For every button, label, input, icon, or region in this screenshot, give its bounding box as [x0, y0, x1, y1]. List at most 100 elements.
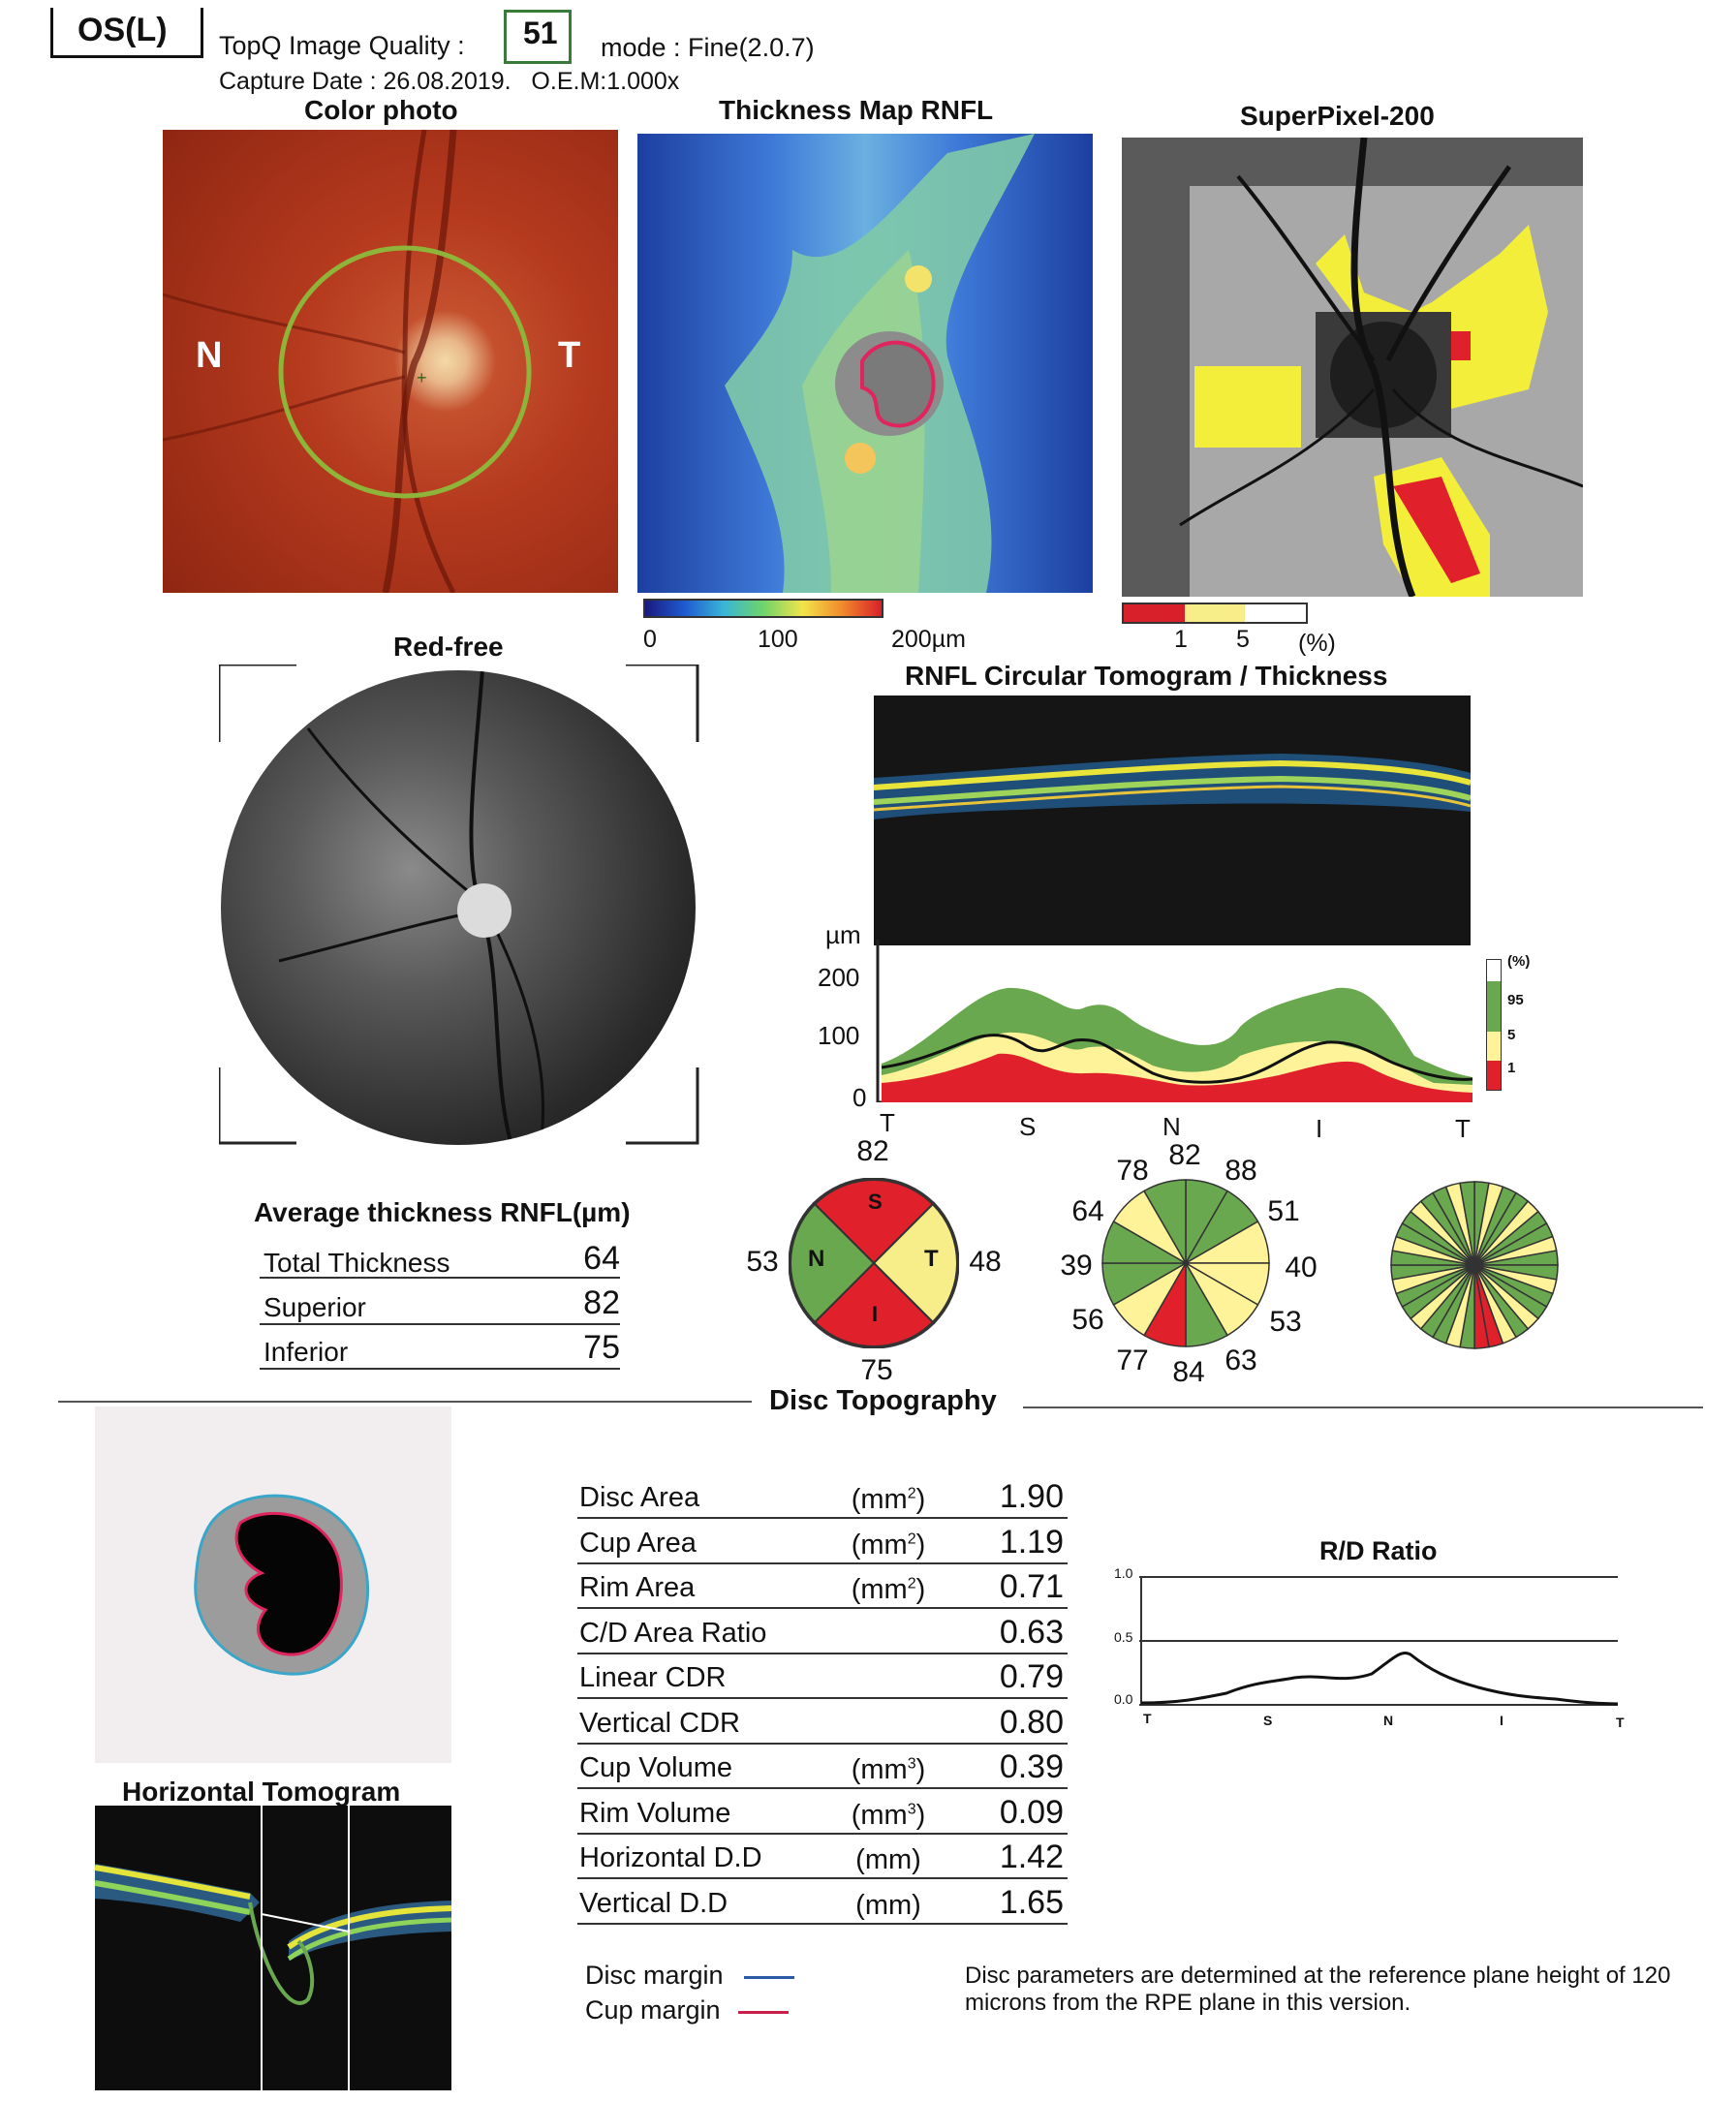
quadrant-right-value: 48	[969, 1246, 1002, 1278]
average-title: Average thickness RNFL(µm)	[254, 1197, 631, 1227]
clock-label: 39	[1060, 1250, 1093, 1282]
avg-total-value: 64	[583, 1240, 620, 1277]
mode-label: mode : Fine(2.0.7)	[601, 33, 815, 62]
eye-label-box	[50, 8, 203, 58]
disc-topography-title: Disc Topography	[769, 1385, 997, 1416]
avg-inferior-value: 75	[583, 1329, 620, 1366]
disc-param-label: Cup Area	[579, 1527, 697, 1559]
disc-param-label: Horizontal D.D	[579, 1842, 762, 1873]
disc-image	[95, 1406, 451, 1763]
red-free-image	[221, 670, 696, 1145]
rd-x-tick-n: N	[1383, 1713, 1394, 1728]
horizontal-tomogram	[95, 1806, 451, 2090]
disc-param-label: Vertical CDR	[579, 1707, 740, 1739]
disc-param-label: Vertical D.D	[579, 1887, 728, 1919]
clock-label: 40	[1285, 1252, 1318, 1283]
disc-param-value: 0.63	[999, 1613, 1064, 1651]
disc-margin-label: Disc margin	[585, 1961, 724, 1990]
superpixel-scale	[1122, 603, 1308, 624]
avg-superior-value: 82	[583, 1284, 620, 1321]
disc-param-value: 1.42	[999, 1839, 1064, 1875]
avg-superior-label: Superior	[264, 1292, 366, 1322]
clock-label: 88	[1224, 1155, 1257, 1187]
quadrant-i-label: I	[872, 1302, 879, 1326]
disc-param-unit: (mm2)	[851, 1484, 926, 1515]
disc-param-row-line	[577, 1787, 1068, 1789]
colorbar-tick-100: 100	[758, 626, 798, 653]
disc-param-label: C/D Area Ratio	[579, 1617, 767, 1649]
disc-param-row-line	[577, 1561, 1068, 1564]
chart-legend-5: 5	[1507, 1027, 1516, 1043]
chart-legend-1: 1	[1507, 1060, 1516, 1076]
disc-param-unit: (mm3)	[851, 1799, 926, 1831]
quadrant-chart	[789, 1178, 959, 1348]
quality-value: 51	[523, 15, 558, 50]
patient-line	[881, 1034, 1472, 1084]
chart-y-unit: µm	[825, 920, 861, 949]
disc-param-value: 0.79	[999, 1658, 1064, 1695]
chart-x-tick-s: S	[1019, 1112, 1037, 1141]
disc-param-row-line	[577, 1697, 1068, 1699]
superpixel-map	[1122, 138, 1583, 597]
clock-label: 63	[1224, 1345, 1257, 1376]
chart-x-tick-t: T	[880, 1108, 895, 1137]
nasal-marker: N	[196, 335, 223, 376]
chart-legend-95: 95	[1507, 992, 1524, 1008]
avg-total-label: Total Thickness	[264, 1248, 450, 1278]
disc-param-unit: (mm2)	[851, 1574, 926, 1605]
chart-x-tick-n: N	[1162, 1112, 1181, 1141]
clock-label: 56	[1071, 1304, 1104, 1336]
section-divider-left	[58, 1401, 752, 1403]
quadrant-n-label: N	[808, 1246, 825, 1272]
chart-x-tick-t2: T	[1455, 1114, 1471, 1143]
rd-x-tick-t: T	[1143, 1711, 1152, 1726]
superpixel-tick-1: 1	[1174, 626, 1188, 653]
cup-margin-label: Cup margin	[585, 1995, 721, 2025]
section-divider-right	[1023, 1406, 1703, 1408]
disc-param-value: 0.71	[999, 1568, 1064, 1605]
sector-36-slice	[1459, 1181, 1475, 1266]
avg-inferior-label: Inferior	[264, 1337, 349, 1367]
quality-box	[504, 10, 572, 64]
disc-param-value: 1.90	[999, 1478, 1064, 1515]
quadrant-top-value: 82	[856, 1135, 889, 1167]
quadrant-s-label: S	[868, 1190, 883, 1214]
colorbar-tick-200: 200µm	[891, 626, 966, 653]
avg-row-line	[260, 1277, 620, 1279]
disc-param-value: 1.19	[999, 1523, 1064, 1561]
disc-param-label: Rim Volume	[579, 1797, 731, 1829]
chart-legend-bar	[1486, 959, 1502, 1091]
eye-label: OS(L)	[78, 12, 168, 48]
quality-label: TopQ Image Quality :	[219, 31, 465, 60]
quadrant-t-label: T	[924, 1246, 939, 1272]
red-band	[882, 1053, 1472, 1102]
superpixel-title: SuperPixel-200	[1240, 101, 1435, 131]
disc-param-label: Linear CDR	[579, 1662, 727, 1693]
disc-param-row-line	[577, 1742, 1068, 1745]
circular-tomogram-title: RNFL Circular Tomogram / Thickness	[905, 661, 1388, 691]
sector-36-chart	[1390, 1181, 1559, 1349]
rd-y-tick-05: 0.5	[1114, 1629, 1133, 1645]
disc-param-value: 0.39	[999, 1748, 1064, 1785]
disc-param-row-line	[577, 1517, 1068, 1519]
quadrant-left-value: 53	[746, 1246, 779, 1278]
clock-label: 77	[1116, 1345, 1149, 1376]
disc-param-row-line	[577, 1607, 1068, 1609]
clock-sector	[1142, 1179, 1187, 1266]
clock-label: 82	[1168, 1139, 1201, 1171]
red-free-frame	[219, 665, 699, 1145]
rd-y-tick-1: 1.0	[1114, 1565, 1133, 1581]
colorbar-tick-0: 0	[643, 626, 657, 653]
thickness-profile-chart	[876, 940, 1472, 1102]
clock-label: 78	[1116, 1155, 1149, 1187]
disc-param-row-line	[577, 1877, 1068, 1879]
disc-param-value: 0.80	[999, 1703, 1064, 1741]
disc-param-row-line	[577, 1652, 1068, 1654]
capture-date: Capture Date : 26.08.2019. O.E.M:1.000x	[219, 68, 680, 95]
chart-y-tick-200: 200	[818, 963, 860, 992]
avg-row-line	[260, 1323, 620, 1325]
thickness-map-title: Thickness Map RNFL	[719, 95, 994, 125]
disc-param-unit: (mm2)	[851, 1529, 926, 1561]
rd-x-tick-s: S	[1263, 1713, 1273, 1728]
superpixel-tick-5: 5	[1236, 626, 1250, 653]
